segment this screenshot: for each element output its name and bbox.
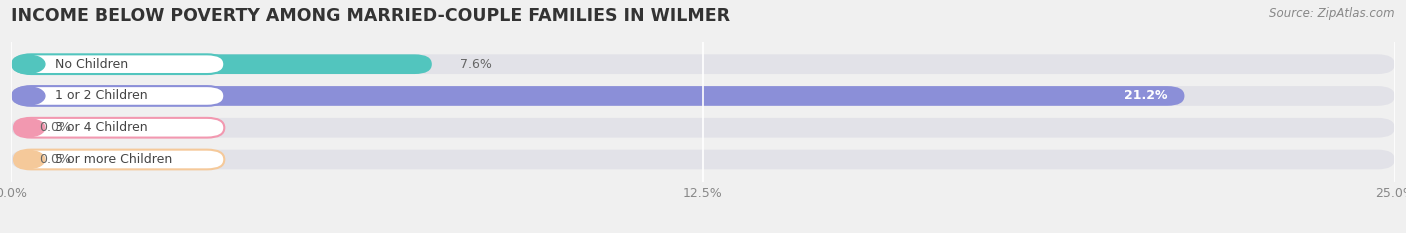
FancyBboxPatch shape <box>11 86 1395 106</box>
Text: 7.6%: 7.6% <box>460 58 491 71</box>
Text: 3 or 4 Children: 3 or 4 Children <box>55 121 148 134</box>
FancyBboxPatch shape <box>11 118 1395 137</box>
Circle shape <box>14 119 45 137</box>
FancyBboxPatch shape <box>14 150 225 169</box>
Circle shape <box>14 151 45 168</box>
Circle shape <box>14 87 45 105</box>
FancyBboxPatch shape <box>11 54 1395 74</box>
FancyBboxPatch shape <box>11 86 1184 106</box>
Circle shape <box>14 55 45 73</box>
Text: Source: ZipAtlas.com: Source: ZipAtlas.com <box>1270 7 1395 20</box>
Text: 5 or more Children: 5 or more Children <box>55 153 172 166</box>
Text: 1 or 2 Children: 1 or 2 Children <box>55 89 148 103</box>
FancyBboxPatch shape <box>11 150 1395 169</box>
FancyBboxPatch shape <box>14 118 225 137</box>
Text: 0.0%: 0.0% <box>39 153 70 166</box>
Text: No Children: No Children <box>55 58 128 71</box>
Text: 0.0%: 0.0% <box>39 121 70 134</box>
FancyBboxPatch shape <box>14 54 225 74</box>
Text: INCOME BELOW POVERTY AMONG MARRIED-COUPLE FAMILIES IN WILMER: INCOME BELOW POVERTY AMONG MARRIED-COUPL… <box>11 7 730 25</box>
FancyBboxPatch shape <box>14 86 225 106</box>
Text: 21.2%: 21.2% <box>1125 89 1168 103</box>
FancyBboxPatch shape <box>11 54 432 74</box>
